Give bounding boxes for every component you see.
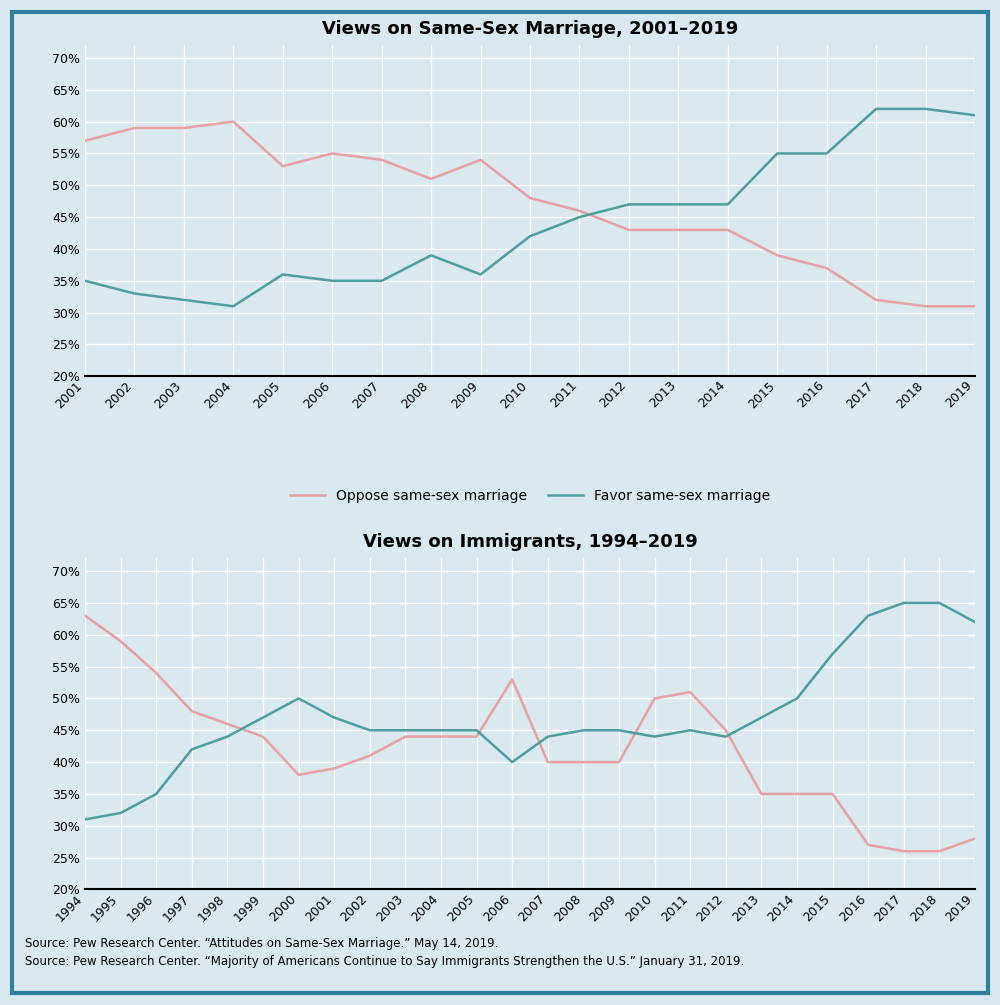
Text: Source: Pew Research Center. “Majority of Americans Continue to Say Immigrants S: Source: Pew Research Center. “Majority o… [25,955,744,968]
Title: Views on Same-Sex Marriage, 2001–2019: Views on Same-Sex Marriage, 2001–2019 [322,20,738,38]
Legend: Immigrants are a burden on our country, Immigrants strengthen our country: Immigrants are a burden on our country, … [206,1003,854,1005]
Legend: Oppose same-sex marriage, Favor same-sex marriage: Oppose same-sex marriage, Favor same-sex… [285,483,775,509]
Text: Source: Pew Research Center. “Attitudes on Same-Sex Marriage.” May 14, 2019.: Source: Pew Research Center. “Attitudes … [25,937,498,950]
Title: Views on Immigrants, 1994–2019: Views on Immigrants, 1994–2019 [363,534,697,552]
